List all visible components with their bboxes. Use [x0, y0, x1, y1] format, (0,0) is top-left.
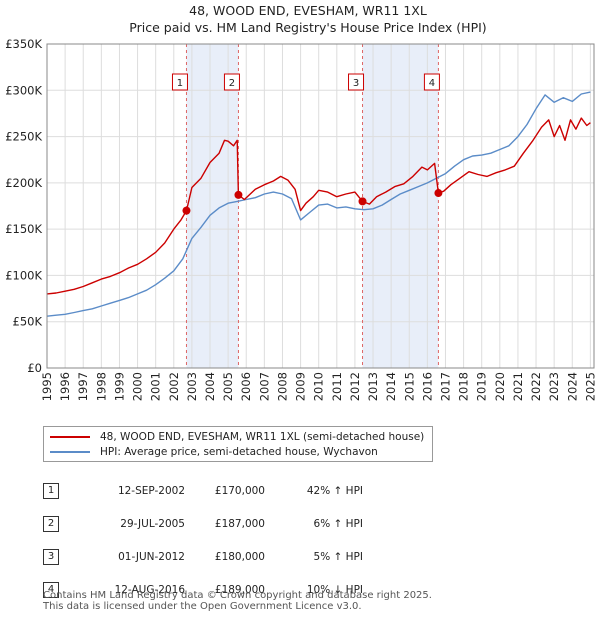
- y-tick-label: £300K: [5, 83, 42, 97]
- sale-hpi-diff: 10% ↓ HPI: [306, 583, 363, 596]
- series-line-hpi: [46, 91, 591, 317]
- x-tick-label: 2013: [366, 372, 380, 401]
- x-tick-label: 2005: [221, 372, 235, 401]
- x-tick-label: 2015: [402, 372, 416, 401]
- shaded-period: [186, 44, 239, 368]
- sale-label-box: [348, 73, 365, 91]
- sale-hpi-diff: 5% ↑ HPI: [313, 550, 363, 563]
- sale-number-badge: 2: [43, 515, 59, 532]
- sale-date: 12-SEP-2002: [117, 484, 185, 497]
- y-tick-label: £200K: [5, 176, 42, 190]
- y-tick-label: £0: [27, 361, 42, 375]
- sale-number-badge: 3: [43, 548, 59, 565]
- footer-copyright: Contains HM Land Registry data © Crown c…: [43, 590, 432, 601]
- legend-item-property: 48, WOOD END, EVESHAM, WR11 1XL (semi-de…: [50, 430, 424, 444]
- sale-price: £170,000: [214, 484, 265, 497]
- x-tick-label: 2008: [275, 372, 289, 401]
- y-tick-label: £50K: [13, 315, 43, 329]
- sale-number-badge: 1: [43, 482, 59, 499]
- footer-attribution: Contains HM Land Registry data © Crown c…: [43, 590, 432, 612]
- series-line-property: [46, 117, 591, 295]
- x-tick-label: 2012: [348, 372, 362, 401]
- x-tick-label: 1995: [40, 372, 54, 401]
- x-tick-label: 2017: [438, 372, 452, 401]
- x-tick-label: 2019: [475, 372, 489, 401]
- x-tick-label: 2000: [131, 372, 145, 401]
- sale-price: £189,000: [214, 583, 265, 596]
- sale-date: 29-JUL-2005: [120, 517, 185, 530]
- x-tick-label: 2009: [294, 372, 308, 401]
- sale-label: 1: [177, 78, 183, 89]
- x-tick-label: 2020: [493, 372, 507, 401]
- x-tick-label: 1999: [112, 372, 126, 401]
- x-tick-label: 2021: [511, 372, 525, 401]
- sale-point: [182, 206, 191, 215]
- table-row: 4 12-AUG-2016 £189,000 10% ↓ HPI: [43, 573, 363, 606]
- x-tick-label: 2006: [239, 372, 253, 401]
- plot-area: [47, 44, 594, 368]
- sale-hpi-diff: 6% ↑ HPI: [313, 517, 363, 530]
- y-tick-label: £350K: [5, 37, 42, 51]
- x-tick-label: 2023: [547, 372, 561, 401]
- sale-label: 3: [353, 78, 359, 89]
- shaded-period: [362, 44, 439, 368]
- chart-title: 48, WOOD END, EVESHAM, WR11 1XL: [189, 3, 427, 18]
- sale-point: [234, 190, 243, 199]
- table-row: 3 01-JUN-2012 £180,000 5% ↑ HPI: [43, 540, 363, 573]
- legend-item-hpi: HPI: Average price, semi-detached house,…: [50, 445, 378, 459]
- sale-label: 2: [229, 78, 235, 89]
- sale-price: £187,000: [214, 517, 265, 530]
- sale-hpi-diff: 42% ↑ HPI: [306, 484, 363, 497]
- sale-number-badge: 4: [43, 581, 59, 598]
- footer-license: This data is licensed under the Open Gov…: [43, 601, 362, 612]
- x-tick-label: 2007: [257, 372, 271, 401]
- x-tick-label: 1997: [76, 372, 90, 401]
- sale-point: [434, 189, 443, 198]
- sale-label-box: [171, 73, 188, 91]
- x-tick-label: 2016: [420, 372, 434, 401]
- x-tick-label: 2022: [529, 372, 543, 401]
- x-tick-label: 2004: [203, 372, 217, 401]
- chart-subtitle: Price paid vs. HM Land Registry's House …: [129, 20, 486, 35]
- x-tick-label: 2025: [583, 372, 597, 401]
- sale-date: 12-AUG-2016: [114, 583, 185, 596]
- table-row: 1 12-SEP-2002 £170,000 42% ↑ HPI: [43, 474, 363, 507]
- y-tick-label: £250K: [5, 130, 42, 144]
- sale-label-box: [423, 73, 440, 91]
- x-tick-label: 2014: [384, 372, 398, 401]
- x-tick-label: 2024: [565, 372, 579, 401]
- plot-frame: [46, 43, 595, 369]
- chart-legend: 48, WOOD END, EVESHAM, WR11 1XL (semi-de…: [43, 426, 433, 462]
- price-chart: 48, WOOD END, EVESHAM, WR11 1XL Price pa…: [5, 3, 597, 401]
- x-tick-label: 2003: [185, 372, 199, 401]
- x-tick-label: 2018: [457, 372, 471, 401]
- legend-label-hpi: HPI: Average price, semi-detached house,…: [100, 446, 378, 458]
- x-tick-label: 2010: [312, 372, 326, 401]
- y-tick-label: £150K: [5, 222, 42, 236]
- sale-label: 4: [429, 78, 435, 89]
- legend-swatch-blue: [50, 451, 90, 453]
- x-tick-label: 2011: [330, 372, 344, 401]
- x-tick-label: 2002: [167, 372, 181, 401]
- sale-label-box: [223, 73, 240, 91]
- sale-point: [358, 197, 367, 206]
- sale-price: £180,000: [214, 550, 265, 563]
- sales-table: 1 12-SEP-2002 £170,000 42% ↑ HPI 2 29-JU…: [43, 474, 363, 606]
- sale-date: 01-JUN-2012: [118, 550, 185, 563]
- x-tick-label: 1998: [94, 372, 108, 401]
- x-tick-label: 2001: [149, 372, 163, 401]
- table-row: 2 29-JUL-2005 £187,000 6% ↑ HPI: [43, 507, 363, 540]
- legend-swatch-red: [50, 436, 90, 438]
- legend-label-property: 48, WOOD END, EVESHAM, WR11 1XL (semi-de…: [100, 431, 425, 443]
- x-tick-label: 1996: [58, 372, 72, 401]
- y-tick-label: £100K: [5, 268, 42, 282]
